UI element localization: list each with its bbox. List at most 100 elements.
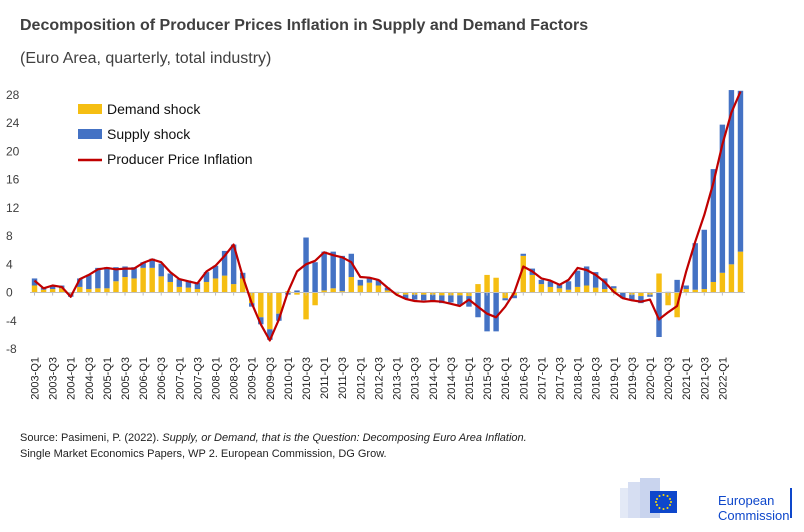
supply-bar [420, 294, 427, 301]
supply-bar [339, 255, 345, 292]
supply-bar [86, 274, 92, 290]
x-tick-label: 2012-Q1 [355, 357, 367, 400]
x-tick-label: 2011-Q1 [319, 357, 331, 399]
supply-bar [411, 294, 418, 300]
supply-bar [348, 253, 355, 278]
demand-bar [321, 290, 327, 293]
legend-ppi-label: Producer Price Inflation [107, 151, 253, 167]
supply-bar [212, 265, 219, 279]
y-tick-label: 4 [6, 257, 13, 271]
supply-bar [149, 258, 155, 268]
demand-bar [303, 292, 309, 320]
x-tick-label: 2020-Q3 [663, 357, 675, 400]
demand-bar [149, 267, 155, 293]
demand-bar [719, 272, 726, 293]
supply-bar [710, 169, 717, 282]
supply-bar [701, 229, 707, 290]
supply-bar [683, 285, 689, 290]
demand-bar [194, 289, 201, 293]
x-tick-label: 2010-Q3 [301, 357, 313, 400]
demand-bar [203, 281, 210, 293]
supply-bar [574, 270, 581, 287]
demand-bar [348, 277, 355, 293]
legend: Demand shock Supply shock Producer Price I… [78, 101, 253, 167]
demand-bar [484, 274, 490, 293]
source-note: Source: Pasimeni, P. (2022). Supply, or … [20, 430, 527, 462]
y-tick-label: 28 [6, 88, 20, 102]
supply-bar [638, 296, 644, 304]
demand-bar [493, 277, 499, 293]
source-line2: Single Market Economics Papers, WP 2. Eu… [20, 448, 387, 460]
line-layer [33, 91, 742, 342]
x-tick-label: 2017-Q1 [536, 357, 548, 400]
demand-bar [366, 282, 373, 293]
logo-divider [790, 488, 792, 518]
supply-bar [737, 90, 744, 252]
demand-bar [656, 273, 662, 293]
demand-bar [330, 288, 336, 293]
supply-bar [502, 298, 508, 301]
demand-bar [520, 255, 526, 293]
x-tick-label: 2016-Q3 [518, 357, 530, 400]
x-tick-label: 2014-Q3 [446, 357, 458, 400]
x-tick-label: 2013-Q3 [410, 357, 422, 400]
demand-bar [728, 264, 735, 293]
demand-bar [602, 289, 608, 293]
y-tick-label: 24 [6, 116, 20, 130]
x-tick-label: 2021-Q1 [681, 357, 693, 400]
x-tick-label: 2016-Q1 [500, 357, 512, 400]
supply-bar [230, 244, 237, 285]
demand-bar [384, 290, 391, 293]
demand-bar [176, 286, 183, 293]
x-tick-label: 2008-Q1 [211, 357, 223, 400]
demand-bar [258, 292, 264, 318]
x-tick-label: 2009-Q3 [265, 357, 277, 400]
x-tick-label: 2004-Q1 [66, 357, 78, 400]
demand-bar [95, 288, 101, 293]
ec-logo-line1: European [718, 493, 775, 508]
x-tick-label: 2019-Q3 [627, 357, 639, 400]
supply-bar [484, 292, 490, 332]
supply-bar [565, 281, 572, 290]
supply-bar [258, 317, 264, 325]
supply-bar [203, 272, 210, 282]
demand-bar [402, 292, 409, 295]
supply-bar [448, 295, 454, 303]
y-tick-label: 0 [6, 286, 13, 300]
supply-bar [728, 90, 735, 265]
demand-bar [692, 289, 698, 293]
supply-bar [384, 287, 391, 291]
eu-stars-icon [655, 494, 672, 510]
demand-bar [158, 276, 164, 293]
supply-bar [538, 279, 545, 285]
chart: -8 -4 0 4 8 12 16 20 24 28 2003-Q1 2003-Q3 2004-Q1 20… [6, 88, 745, 400]
demand-bar [710, 281, 717, 293]
demand-bar [737, 251, 744, 293]
y-tick-label: 12 [6, 201, 20, 215]
demand-bar [31, 285, 38, 293]
supply-bar [357, 279, 364, 286]
demand-bar [683, 289, 689, 293]
x-tick-label: 2015-Q3 [482, 357, 494, 400]
x-tick-label: 2010-Q1 [283, 357, 295, 400]
demand-bar [294, 292, 300, 295]
demand-bar [357, 285, 364, 293]
chart-subtitle: (Euro Area, quarterly, total industry) [20, 50, 272, 67]
supply-bar [520, 253, 526, 256]
supply-bar [457, 295, 463, 305]
demand-bar [49, 289, 56, 293]
x-tick-label: 2003-Q1 [30, 357, 42, 400]
supply-bar [674, 279, 680, 293]
demand-bar [701, 289, 707, 293]
supply-bar [692, 243, 698, 290]
demand-bar [375, 285, 382, 293]
x-tick-label: 2011-Q3 [337, 357, 349, 399]
supply-bar [49, 285, 56, 290]
demand-bar [122, 277, 128, 293]
demand-bar [638, 292, 644, 297]
demand-bar [665, 292, 671, 306]
supply-bar [620, 292, 626, 299]
demand-bar [58, 288, 65, 293]
demand-bar [131, 278, 137, 293]
supply-bar [321, 251, 327, 291]
